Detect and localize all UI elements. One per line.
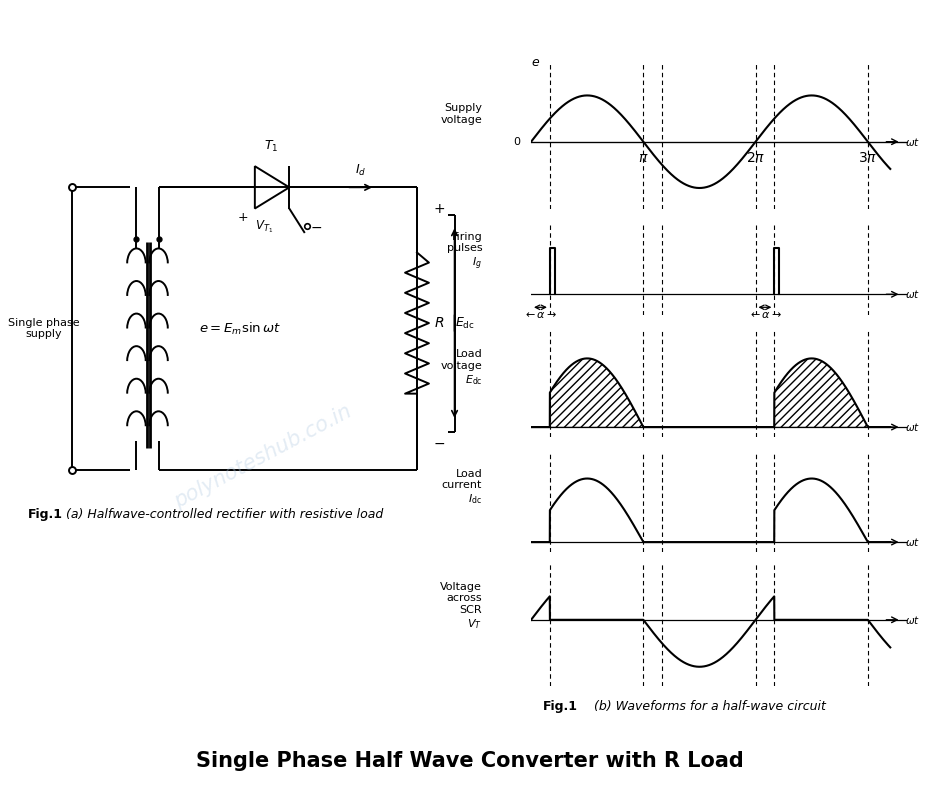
Text: Single Phase Half Wave Converter with R Load: Single Phase Half Wave Converter with R … (196, 751, 744, 771)
Text: $E_{\rm dc}$: $E_{\rm dc}$ (455, 315, 475, 331)
Text: $\omega t$: $\omega t$ (905, 288, 920, 300)
Text: $V_{T_1}$: $V_{T_1}$ (256, 218, 274, 235)
Text: Fig.1: Fig.1 (28, 507, 63, 521)
Text: $e = E_m \sin\omega t$: $e = E_m \sin\omega t$ (199, 321, 281, 336)
Text: 0: 0 (513, 136, 520, 147)
Text: Load
voltage
$E_{\rm dc}$: Load voltage $E_{\rm dc}$ (441, 350, 482, 387)
Text: $\omega t$: $\omega t$ (905, 421, 920, 433)
Text: Firing
pulses
$I_g$: Firing pulses $I_g$ (446, 232, 482, 272)
Text: $\leftarrow\alpha\rightarrow$: $\leftarrow\alpha\rightarrow$ (524, 310, 557, 320)
Text: $\omega t$: $\omega t$ (905, 136, 920, 147)
Text: $T_1$: $T_1$ (264, 139, 278, 154)
Text: $R$: $R$ (434, 316, 445, 330)
Text: (b) Waveforms for a half-wave circuit: (b) Waveforms for a half-wave circuit (578, 701, 826, 713)
Text: (a) Halfwave-controlled rectifier with resistive load: (a) Halfwave-controlled rectifier with r… (66, 507, 383, 521)
Text: Supply
voltage: Supply voltage (441, 103, 482, 125)
Text: $\omega t$: $\omega t$ (905, 536, 920, 548)
Text: $-$: $-$ (433, 436, 446, 449)
Text: $I_d$: $I_d$ (354, 162, 366, 177)
Text: $\leftarrow\alpha\rightarrow$: $\leftarrow\alpha\rightarrow$ (748, 310, 782, 320)
Text: Fig.1: Fig.1 (543, 701, 578, 713)
Text: $+$: $+$ (237, 210, 248, 224)
Text: Load
current
$I_{\rm dc}$: Load current $I_{\rm dc}$ (442, 469, 482, 506)
Text: Voltage
across
SCR
$V_T$: Voltage across SCR $V_T$ (440, 582, 482, 630)
Text: $\omega t$: $\omega t$ (905, 614, 920, 626)
Text: Single phase
supply: Single phase supply (8, 318, 80, 340)
Text: $+$: $+$ (433, 202, 446, 216)
Text: $-$: $-$ (310, 219, 322, 233)
Text: polynoteshub.co.in: polynoteshub.co.in (171, 402, 355, 512)
Text: $e$: $e$ (531, 56, 540, 69)
